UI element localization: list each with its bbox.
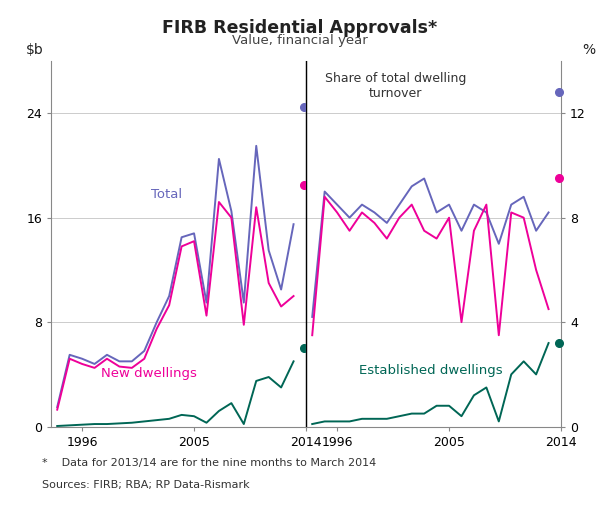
Text: Share of total dwelling
turnover: Share of total dwelling turnover [325, 72, 466, 100]
Text: $b: $b [26, 43, 43, 57]
Text: %: % [583, 43, 596, 57]
Text: Value, financial year: Value, financial year [232, 34, 368, 48]
Text: FIRB Residential Approvals*: FIRB Residential Approvals* [163, 19, 437, 37]
Text: Total: Total [151, 188, 182, 201]
Text: Sources: FIRB; RBA; RP Data-Rismark: Sources: FIRB; RBA; RP Data-Rismark [42, 480, 250, 490]
Text: Established dwellings: Established dwellings [359, 365, 503, 377]
Text: *    Data for 2013/14 are for the nine months to March 2014: * Data for 2013/14 are for the nine mont… [42, 458, 376, 469]
Text: New dwellings: New dwellings [101, 367, 197, 380]
